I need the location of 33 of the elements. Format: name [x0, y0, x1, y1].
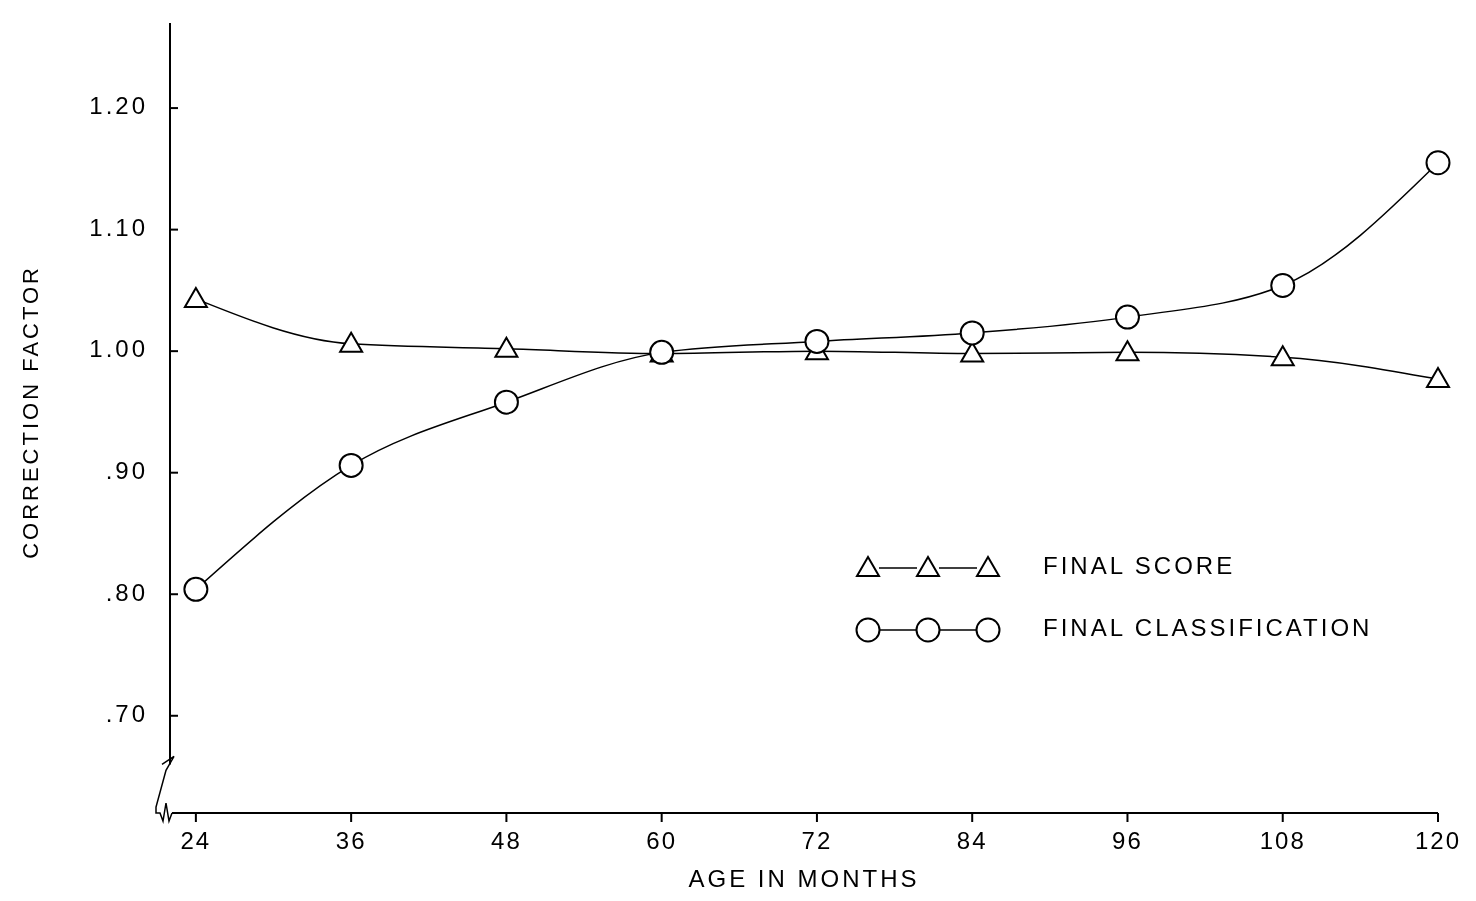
legend-label: FINAL SCORE [1043, 552, 1236, 580]
x-tick-label: 36 [335, 827, 367, 854]
y-axis-title: CORRECTION FACTOR [18, 265, 43, 559]
x-tick-label: 24 [180, 827, 212, 854]
point [1114, 304, 1140, 330]
x-tick-label: 108 [1259, 827, 1306, 854]
point [494, 336, 519, 358]
x-tick-label: 96 [1112, 827, 1143, 854]
legend-label: FINAL CLASSIFICATION [1043, 614, 1373, 642]
x-tick-label: 48 [491, 827, 522, 854]
point [1115, 340, 1140, 362]
point [1425, 150, 1451, 176]
y-tick-label: 1.10 [89, 213, 148, 241]
x-tick-label: 120 [1414, 827, 1462, 854]
x-axis-title: AGE IN MONTHS [688, 865, 920, 892]
point [1270, 273, 1296, 299]
y-tick-label: .90 [105, 457, 148, 485]
point [804, 328, 830, 354]
x-tick-label: 84 [956, 827, 988, 854]
point [1270, 345, 1295, 367]
point [339, 331, 364, 353]
x-tick-label: 72 [801, 827, 833, 854]
x-tick-label: 60 [646, 827, 678, 854]
point [1426, 367, 1450, 389]
y-tick-label: 1.20 [89, 92, 148, 120]
y-tick-label: 1.00 [89, 335, 148, 363]
point [959, 320, 985, 346]
point [183, 286, 208, 308]
y-tick-label: .70 [105, 700, 148, 728]
point [338, 452, 364, 478]
point [493, 389, 519, 415]
y-tick-label: .80 [105, 578, 148, 606]
point [183, 576, 209, 602]
